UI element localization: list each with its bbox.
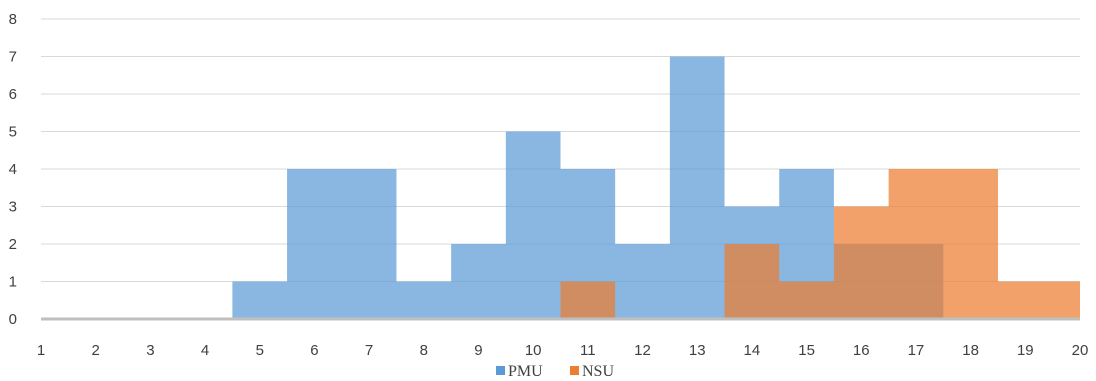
y-tick-label: 3 [9,199,17,216]
y-tick-label: 1 [9,274,17,291]
series-nsu-area [41,169,1080,319]
y-tick-label: 4 [9,161,17,178]
x-tick-label: 6 [310,342,318,359]
x-tick-label: 10 [525,342,542,359]
x-tick-label: 1 [37,342,45,359]
x-tick-label: 15 [798,342,815,359]
x-tick-label: 9 [474,342,482,359]
x-tick-label: 8 [420,342,428,359]
y-tick-label: 6 [9,86,17,103]
y-tick-label: 0 [9,311,17,328]
x-axis-tick-labels: 1 2 3 4 5 6 7 8 9 10 11 12 13 14 15 16 17 18 19 20 [37,342,1089,359]
series-areas [41,56,1080,319]
legend: PMU NSU [496,363,614,380]
legend-label-nsu: NSU [582,363,614,380]
series-pmu-area [41,56,1080,319]
x-tick-label: 19 [1017,342,1034,359]
x-tick-label: 13 [689,342,706,359]
legend-swatch-nsu [570,366,579,375]
x-tick-label: 20 [1072,342,1089,359]
x-tick-label: 7 [365,342,373,359]
x-tick-label: 18 [962,342,979,359]
y-axis-tick-labels: 0 1 2 3 4 5 6 7 8 [9,11,17,328]
y-tick-label: 5 [9,124,17,141]
x-tick-label: 16 [853,342,870,359]
y-tick-label: 7 [9,49,17,66]
x-tick-label: 12 [634,342,651,359]
x-tick-label: 17 [908,342,925,359]
legend-label-pmu: PMU [508,363,543,380]
y-tick-label: 8 [9,11,17,28]
y-tick-label: 2 [9,236,17,253]
x-tick-label: 4 [201,342,209,359]
x-tick-label: 11 [580,342,596,359]
x-tick-label: 14 [744,342,761,359]
x-tick-label: 5 [256,342,264,359]
legend-swatch-pmu [496,366,505,375]
x-tick-label: 3 [146,342,154,359]
x-tick-label: 2 [92,342,100,359]
